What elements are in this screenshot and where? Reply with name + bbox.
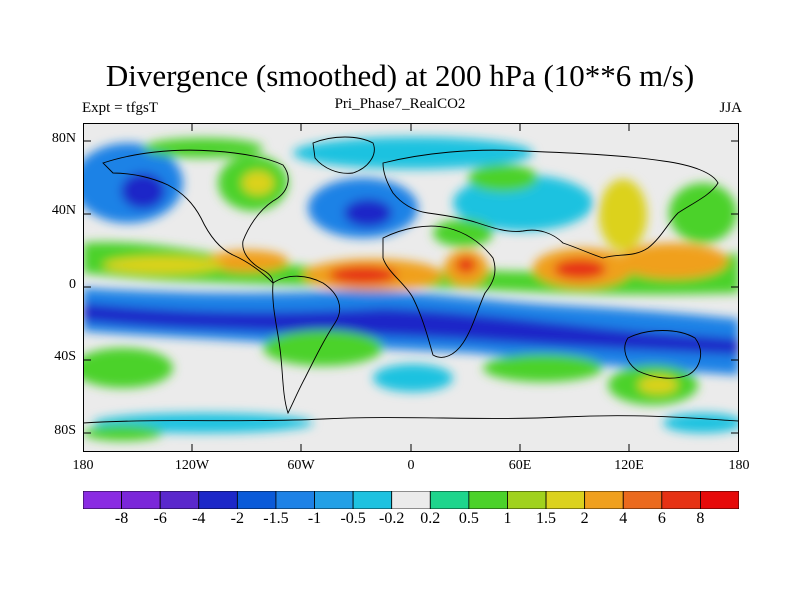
colorbar-swatch xyxy=(121,491,161,509)
colorbar-tick-label: 8 xyxy=(696,510,705,527)
north-atlantic-core xyxy=(344,199,392,227)
colorbar-tick-label: -0.5 xyxy=(340,510,366,527)
colorbar-swatch xyxy=(275,491,315,509)
lon-tick-label: 120W xyxy=(174,458,210,473)
australia-yellow xyxy=(638,376,678,394)
colorbar-swatch xyxy=(352,491,393,509)
south-america-green xyxy=(263,330,383,366)
south-atlantic-cyan xyxy=(373,364,453,392)
colorbar-swatch xyxy=(700,491,739,509)
lon-tick-label: 60E xyxy=(508,458,532,473)
arctic-convergence xyxy=(293,137,533,169)
colorbar-swatch xyxy=(391,491,431,509)
north-america-coast xyxy=(102,149,289,285)
lat-tick-label: 0 xyxy=(69,277,76,292)
colorbar-tick-label: -2 xyxy=(230,510,244,527)
lon-tick-label: 0 xyxy=(407,458,415,473)
lon-tick-label: 60W xyxy=(287,458,315,473)
colorbar-swatch xyxy=(545,491,586,509)
south-pacific-green xyxy=(83,348,173,388)
greenland-coast xyxy=(312,136,375,174)
colorbar-swatch xyxy=(622,491,663,509)
colorbar-swatch xyxy=(198,491,238,509)
colorbar-swatch xyxy=(236,491,277,509)
asia-divergence xyxy=(468,164,538,192)
colorbar-tick-label: -1.5 xyxy=(263,510,289,527)
lon-tick-label: 180 xyxy=(72,458,94,473)
colorbar-tick-label: -8 xyxy=(114,510,129,527)
north-pacific-green xyxy=(669,183,737,243)
lon-tick-label: 180 xyxy=(728,458,750,473)
run-label: Pri_Phase7_RealCO2 xyxy=(334,96,466,112)
colorbar-tick-label: -1 xyxy=(307,510,322,527)
colorbar-tick-label: 4 xyxy=(619,510,628,527)
arctic-green xyxy=(143,138,263,158)
australia-coast xyxy=(624,330,702,379)
colorbar-swatch xyxy=(83,491,122,509)
eurasia-coast xyxy=(382,149,719,259)
divergence-map xyxy=(83,123,739,452)
east-africa-core xyxy=(456,257,476,273)
colorbar-swatch xyxy=(584,491,624,509)
africa-coast xyxy=(382,225,496,358)
north-america-yellow xyxy=(242,171,274,195)
contour-fill-layer xyxy=(83,137,739,441)
season-label: JJA xyxy=(719,100,742,116)
experiment-label: Expt = tfgsT xyxy=(82,100,158,116)
colorbar-swatch xyxy=(661,491,701,509)
east-pacific-band xyxy=(103,256,223,274)
colorbar-tick-label: -6 xyxy=(153,510,167,527)
colorbar-swatch xyxy=(314,491,354,509)
sh-convergence-core xyxy=(83,303,739,355)
colorbar-swatch xyxy=(468,491,508,509)
colorbar xyxy=(83,491,739,509)
west-pacific-divergence xyxy=(618,243,728,279)
lon-tick-label: 120E xyxy=(614,458,644,473)
colorbar-tick-label: -0.2 xyxy=(379,510,405,527)
atlantic-divergence-core xyxy=(329,266,397,284)
lat-tick-label: 80N xyxy=(51,131,76,146)
southern-ocean-east xyxy=(663,413,739,433)
colorbar-swatch xyxy=(507,491,547,509)
coastline-layer xyxy=(83,136,739,424)
southern-ocean-green xyxy=(83,425,163,441)
colorbar-tick-label: -4 xyxy=(192,510,206,527)
lat-tick-label: 40S xyxy=(54,349,76,364)
colorbar-tick-label: 0.5 xyxy=(458,510,479,527)
lat-tick-label: 40N xyxy=(51,203,76,218)
colorbar-tick-label: 1 xyxy=(503,510,512,527)
lat-tick-label: 80S xyxy=(54,423,76,438)
central-america-divergence xyxy=(208,250,288,272)
colorbar-swatch xyxy=(159,491,200,509)
south-america-coast xyxy=(272,275,341,415)
indian-monsoon-core xyxy=(554,259,606,279)
colorbar-swatch xyxy=(429,491,470,509)
north-pacific-core xyxy=(121,173,165,209)
tick-marks xyxy=(83,123,739,452)
colorbar-tick-label: 1.5 xyxy=(536,510,557,527)
south-indian-green xyxy=(483,354,603,382)
colorbar-tick-label: 6 xyxy=(657,510,666,527)
antarctica-coast xyxy=(83,415,739,424)
colorbar-tick-label: 2 xyxy=(580,510,589,527)
plot-title: Divergence (smoothed) at 200 hPa (10**6 … xyxy=(105,58,695,93)
colorbar-tick-label: 0.2 xyxy=(420,510,441,527)
west-pacific-green xyxy=(599,179,647,251)
